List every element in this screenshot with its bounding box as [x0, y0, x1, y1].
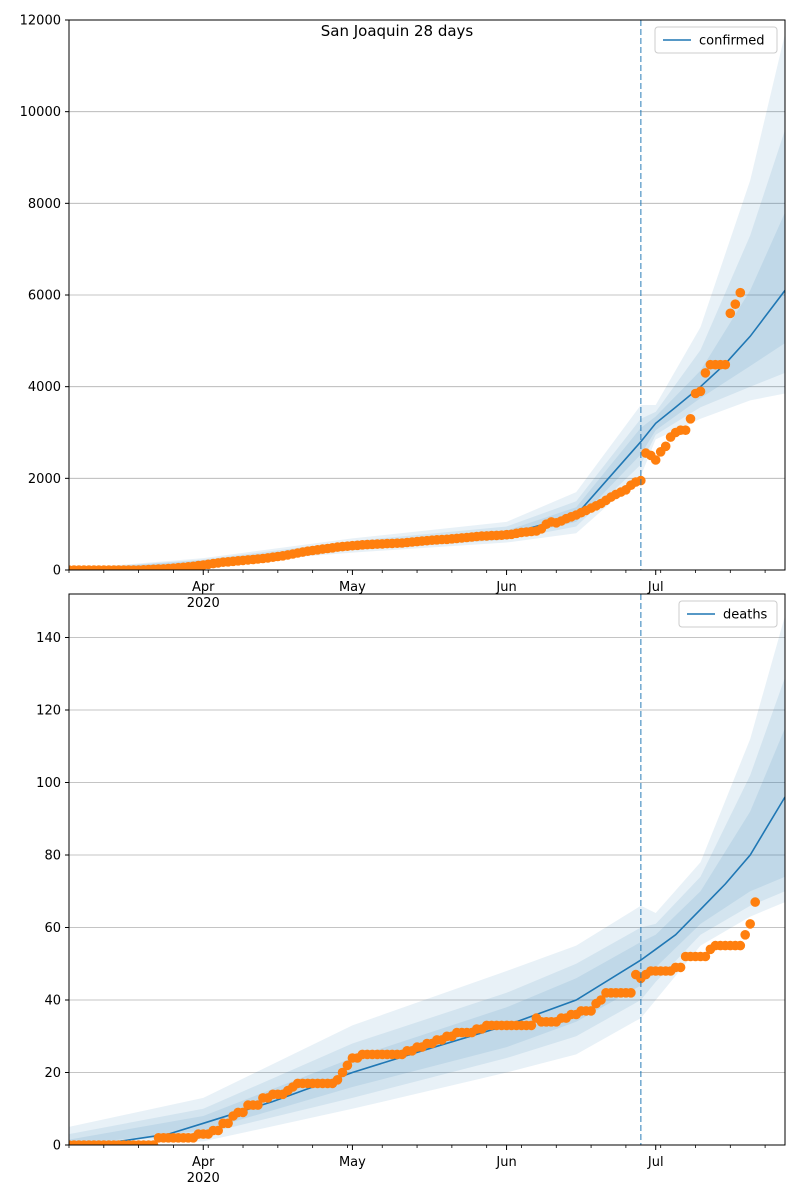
observed-point [253, 1100, 263, 1110]
observed-point [740, 930, 750, 940]
observed-point [337, 1067, 348, 1078]
legend-box [654, 26, 778, 54]
uncertainty-band-1 [69, 33, 785, 570]
x-tick-sublabel: 2020 [187, 596, 220, 611]
x-tick-label: Jul [647, 1155, 664, 1170]
y-tick-label: 40 [44, 994, 61, 1009]
y-tick-label: 6000 [28, 289, 61, 304]
observed-point [735, 940, 746, 951]
legend-label: confirmed [699, 34, 765, 49]
model-line-deaths [69, 796, 785, 1145]
chart-title: San Joaquin 28 days [321, 22, 474, 40]
x-tick-label: May [339, 1155, 366, 1170]
legend-label: deaths [723, 608, 768, 623]
observed-point [745, 919, 755, 929]
y-tick-label: 60 [44, 921, 61, 936]
y-tick-label: 120 [36, 704, 61, 719]
uncertainty-band-2 [69, 677, 785, 1145]
observed-point [650, 455, 661, 465]
observed-point [626, 988, 636, 998]
observed-point [586, 1006, 596, 1016]
confirmed-panel: San Joaquin 28 days 0 2000 4000 6000 8000 100… [20, 14, 786, 611]
x-tick-label: Jul [647, 580, 664, 595]
observed-point [725, 308, 736, 319]
observed-point [223, 1118, 233, 1129]
y-tick-label: 100 [36, 776, 61, 791]
x-tick-sublabel: 2020 [187, 1171, 220, 1186]
uncertainty-band-1 [69, 615, 785, 1145]
observed-point [695, 386, 706, 397]
legend: confirmed [654, 26, 778, 54]
axes-frame [68, 593, 786, 1146]
observed-point [213, 1125, 223, 1136]
y-tick-label: 140 [36, 631, 61, 646]
observed-point [735, 287, 746, 298]
y-tick-label: 8000 [28, 197, 61, 212]
observed-point [700, 951, 711, 962]
x-tick-label: Jun [495, 580, 516, 595]
y-tick-label: 10000 [20, 105, 61, 120]
observed-point [526, 1020, 537, 1031]
observed-point [596, 995, 606, 1005]
observed-point [675, 962, 686, 973]
observed-point [730, 299, 741, 310]
plot-area [69, 33, 785, 570]
y-tick-label: 80 [44, 849, 61, 864]
observed-point [700, 368, 711, 378]
legend-box [678, 600, 778, 628]
observed-point [680, 425, 691, 436]
observed-point [720, 359, 731, 370]
y-tick-label: 2000 [28, 472, 61, 487]
y-tick-label: 12000 [20, 14, 61, 29]
y-tick-label: 0 [53, 1139, 61, 1154]
x-tick-label: Jun [495, 1155, 516, 1170]
plot-area [69, 615, 785, 1145]
y-tick-label: 0 [53, 564, 61, 579]
y-tick-label: 20 [44, 1066, 61, 1081]
x-tick-label: May [339, 580, 366, 595]
observed-point [685, 414, 696, 424]
observed-point [238, 1107, 248, 1118]
observed-point [342, 1060, 353, 1071]
x-tick-label: Apr [192, 1155, 215, 1170]
legend: deaths [678, 600, 778, 628]
uncertainty-band-2 [69, 130, 785, 570]
x-tick-label: Apr [192, 580, 215, 595]
y-tick-label: 4000 [28, 380, 61, 395]
observed-point [660, 441, 671, 452]
observed-point [332, 1075, 343, 1085]
observed-point [750, 897, 760, 907]
uncertainty-band-3 [69, 728, 785, 1145]
